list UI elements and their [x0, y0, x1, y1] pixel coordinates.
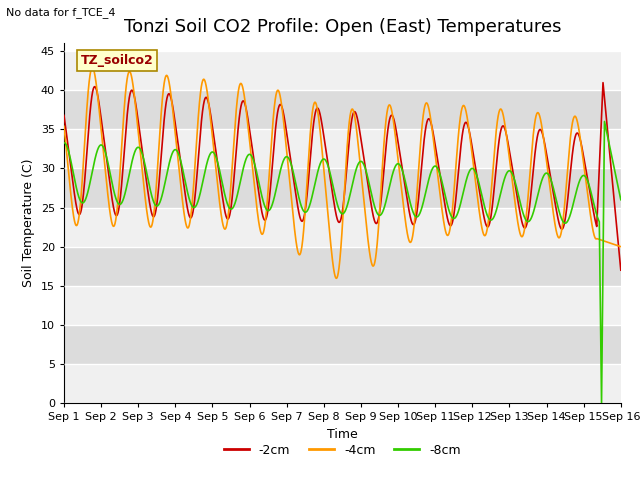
Bar — [64, 168, 621, 207]
Bar — [64, 90, 621, 129]
Text: TZ_soilco2: TZ_soilco2 — [81, 54, 154, 67]
Title: Tonzi Soil CO2 Profile: Open (East) Temperatures: Tonzi Soil CO2 Profile: Open (East) Temp… — [124, 18, 561, 36]
X-axis label: Time: Time — [327, 428, 358, 441]
Y-axis label: Soil Temperature (C): Soil Temperature (C) — [22, 159, 35, 288]
Bar — [64, 207, 621, 247]
Legend: -2cm, -4cm, -8cm: -2cm, -4cm, -8cm — [219, 439, 466, 462]
Bar — [64, 364, 621, 403]
Bar — [64, 129, 621, 168]
Bar — [64, 51, 621, 90]
Bar — [64, 325, 621, 364]
Bar — [64, 286, 621, 325]
Text: No data for f_TCE_4: No data for f_TCE_4 — [6, 7, 116, 18]
Bar — [64, 247, 621, 286]
